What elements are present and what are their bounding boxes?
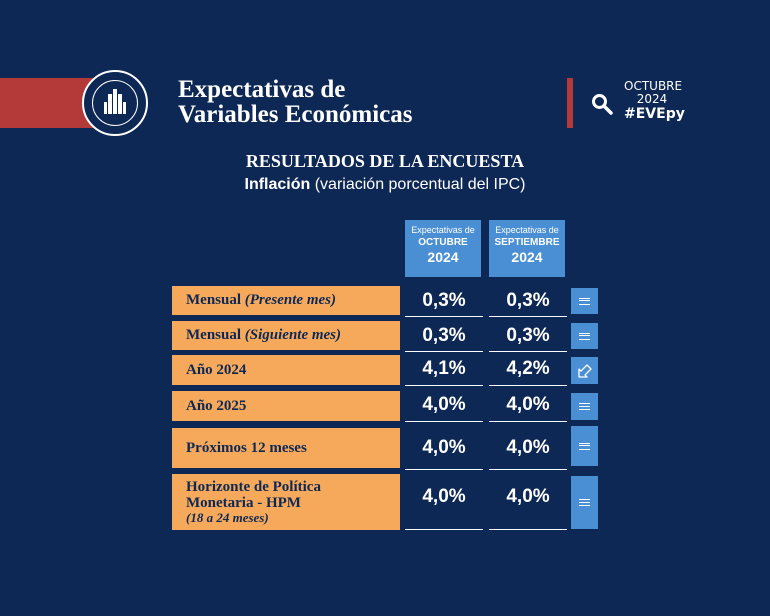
survey-topic: Inflación (variación porcentual del IPC) <box>0 176 770 194</box>
column-header-september: Expectativas de SEPTIEMBRE 2024 <box>489 220 565 277</box>
trend-indicator <box>571 323 598 349</box>
value-september: 0,3% <box>489 286 567 317</box>
topic-name: Inflación <box>244 176 311 193</box>
row-label-mensual-siguiente: Mensual (Siguiente mes) <box>172 321 400 350</box>
survey-heading: RESULTADOS DE LA ENCUESTA <box>245 151 525 171</box>
row-label-ano-2025: Año 2025 <box>172 391 400 421</box>
trend-indicator <box>571 426 598 466</box>
value-september: 4,0% <box>489 426 567 470</box>
value-october: 4,0% <box>405 472 483 530</box>
equal-icon <box>579 442 590 450</box>
row-label-mensual-presente: Mensual (Presente mes) <box>172 286 400 315</box>
row-label-proximos-12-meses: Próximos 12 meses <box>172 428 400 468</box>
value-october: 4,0% <box>405 389 483 422</box>
edition-year: 2024 <box>636 92 668 106</box>
column-header-month: OCTUBRE <box>418 237 468 248</box>
column-header-october: Expectativas de OCTUBRE 2024 <box>405 220 481 277</box>
value-september: 4,0% <box>489 472 567 530</box>
column-header-caption: Expectativas de <box>495 225 559 235</box>
value-october: 0,3% <box>405 321 483 352</box>
search-icon <box>592 94 613 115</box>
header-divider <box>567 78 573 128</box>
value-september: 0,3% <box>489 321 567 352</box>
value-september: 4,0% <box>489 389 567 422</box>
row-label-ano-2024: Año 2024 <box>172 355 400 385</box>
label-line: Horizonte de Política <box>186 479 321 495</box>
row-label-horizonte-hpm: Horizonte de Política Monetaria - HPM (1… <box>172 474 400 530</box>
column-header-year: 2024 <box>427 249 459 265</box>
equal-icon <box>579 403 590 410</box>
edition-info: OCTUBRE 2024 #EVEpy <box>624 79 685 123</box>
page-title: Expectativas de Variables Económicas <box>178 77 413 127</box>
label-line: Monetaria - HPM <box>186 495 301 511</box>
title-line-1: Expectativas de <box>178 76 346 103</box>
trend-indicator <box>571 357 598 384</box>
equal-icon <box>579 332 590 340</box>
column-header-month: SEPTIEMBRE <box>494 237 560 248</box>
value-october: 0,3% <box>405 286 483 317</box>
column-header-caption: Expectativas de <box>411 225 475 235</box>
edition-month: OCTUBRE <box>624 79 683 93</box>
equal-icon <box>579 297 590 305</box>
hashtag: #EVEpy <box>624 106 685 122</box>
down-left-arrow-icon <box>577 363 592 378</box>
column-header-year: 2024 <box>511 249 543 265</box>
title-line-2: Variables Económicas <box>178 101 413 128</box>
label-note: (18 a 24 meses) <box>186 510 269 525</box>
trend-indicator <box>571 476 598 529</box>
bank-seal-logo <box>82 70 148 136</box>
trend-indicator <box>571 393 598 420</box>
value-september: 4,2% <box>489 353 567 386</box>
equal-icon <box>579 499 590 506</box>
value-october: 4,0% <box>405 426 483 470</box>
topic-detail: (variación porcentual del IPC) <box>310 176 526 193</box>
trend-indicator <box>571 288 598 314</box>
value-october: 4,1% <box>405 353 483 386</box>
